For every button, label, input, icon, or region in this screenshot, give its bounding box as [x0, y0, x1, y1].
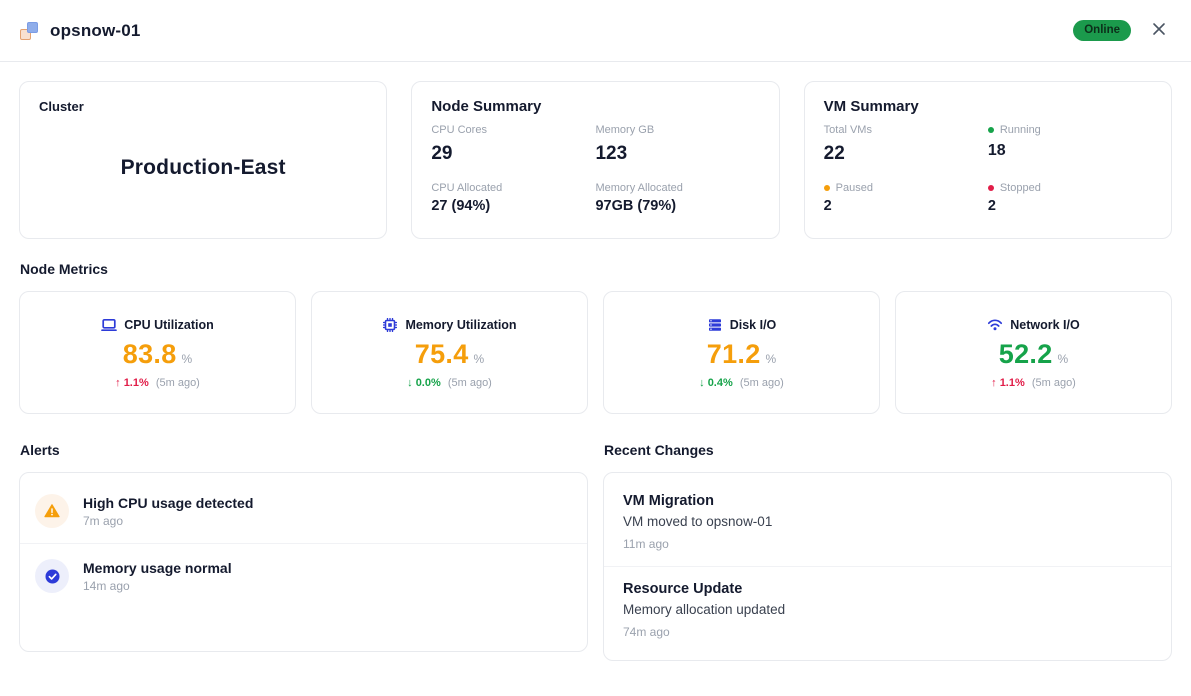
memory-chip-icon — [382, 317, 398, 333]
metric-unit: % — [1057, 351, 1069, 366]
metric-value: 71.2 — [706, 338, 761, 369]
alerts-card: High CPU usage detected 7m ago Memory us… — [19, 472, 588, 652]
metric-label: Network I/O — [1010, 317, 1080, 332]
alert-item-memory-normal: Memory usage normal 14m ago — [20, 543, 587, 608]
stat-running: Running 18 — [987, 124, 1152, 165]
stat-total-vms: Total VMs 22 — [824, 124, 988, 165]
change-item-resource-update: Resource Update Memory allocation update… — [604, 566, 1171, 654]
node-summary-card: Node Summary CPU Cores 29 Memory GB 123 … — [411, 81, 780, 239]
change-title: VM Migration — [623, 493, 715, 509]
metric-card-cpu-utilization: CPU Utilization 83.8 % ↑ 1.1% (5m ago) — [19, 291, 296, 414]
metric-label: Memory Utilization — [405, 317, 517, 332]
metric-unit: % — [181, 351, 193, 366]
close-button[interactable] — [1147, 19, 1171, 43]
cpu-monitor-icon — [101, 317, 118, 333]
change-description: Memory allocation updated — [623, 602, 786, 617]
change-time: 74m ago — [623, 625, 670, 639]
alert-time: 7m ago — [83, 513, 124, 528]
metric-label: Disk I/O — [729, 317, 777, 332]
metric-value: 52.2 — [998, 338, 1053, 369]
metric-card-memory-utilization: Memory Utilization 75.4 % ↓ 0.0% (5m ago… — [311, 291, 588, 414]
stat-value: 29 — [431, 143, 453, 164]
stat-label: Paused — [835, 182, 873, 194]
metric-trend: ↓ 0.0% — [407, 376, 441, 389]
change-time: 11m ago — [623, 537, 669, 551]
alert-item-high-cpu: High CPU usage detected 7m ago — [20, 479, 587, 543]
metric-card-network-io: Network I/O 52.2 % ↑ 1.1% (5m ago) — [895, 291, 1172, 414]
metric-trend: ↑ 1.1% — [115, 376, 149, 389]
stat-value: 18 — [987, 142, 1006, 159]
metric-time: (5m ago) — [447, 376, 492, 389]
stat-memory-gb: Memory GB 123 — [595, 124, 759, 165]
page-title: opsnow-01 — [50, 20, 141, 40]
stat-value: 22 — [823, 143, 845, 164]
stopped-status-dot — [987, 185, 994, 191]
paused-status-dot — [823, 185, 830, 191]
recent-changes-card: VM Migration VM moved to opsnow-01 11m a… — [603, 472, 1172, 661]
alert-time: 14m ago — [83, 578, 130, 593]
stat-label: Memory GB — [595, 124, 655, 136]
metric-unit: % — [765, 351, 777, 366]
warning-triangle-icon — [35, 494, 69, 528]
alerts-heading: Alerts — [20, 442, 60, 458]
metric-label: CPU Utilization — [124, 317, 214, 332]
cluster-name: Production-East — [120, 155, 286, 179]
change-item-vm-migration: VM Migration VM moved to opsnow-01 11m a… — [604, 479, 1171, 566]
metric-value: 75.4 — [414, 338, 469, 369]
trend-arrow-icon: ↑ — [115, 376, 121, 389]
trend-arrow-icon: ↑ — [991, 376, 997, 389]
recent-changes-section: Recent Changes VM Migration VM moved to … — [603, 420, 1172, 661]
recent-changes-heading: Recent Changes — [604, 442, 714, 458]
overlapping-squares-icon — [20, 21, 38, 40]
stat-label: Stopped — [999, 182, 1041, 194]
disk-stack-icon — [707, 317, 723, 333]
metric-time: (5m ago) — [155, 376, 200, 389]
stat-value: 2 — [987, 198, 996, 214]
stat-label: CPU Cores — [431, 124, 487, 136]
stat-value: 2 — [823, 198, 832, 214]
metric-unit: % — [473, 351, 485, 366]
running-status-dot — [987, 127, 994, 133]
close-icon — [1150, 20, 1168, 41]
trend-arrow-icon: ↓ — [699, 376, 705, 389]
alerts-section: Alerts High CPU usage detected 7m ago — [19, 420, 588, 652]
alert-title: High CPU usage detected — [83, 494, 254, 511]
metric-time: (5m ago) — [739, 376, 784, 389]
network-wifi-icon — [987, 317, 1003, 333]
change-title: Resource Update — [623, 581, 743, 597]
vm-summary-title: VM Summary — [823, 98, 919, 115]
metric-time: (5m ago) — [1031, 376, 1076, 389]
alert-title: Memory usage normal — [83, 559, 232, 576]
check-circle-icon — [35, 559, 69, 593]
cluster-card: Cluster Production-East — [19, 81, 388, 239]
stat-label: Running — [999, 124, 1041, 136]
metric-value: 83.8 — [122, 338, 177, 369]
stat-paused: Paused 2 — [823, 182, 988, 214]
stat-value: 27 (94%) — [431, 198, 491, 214]
stat-cpu-allocated: CPU Allocated 27 (94%) — [431, 182, 595, 214]
stat-value: 123 — [595, 143, 628, 164]
node-metrics-heading: Node Metrics — [20, 261, 108, 277]
stat-label: Memory Allocated — [595, 182, 683, 194]
stat-value: 97GB (79%) — [595, 198, 677, 214]
status-badge: Online — [1073, 19, 1131, 42]
metric-trend: ↓ 0.4% — [699, 376, 733, 389]
stat-label: CPU Allocated — [431, 182, 503, 194]
stat-label: Total VMs — [823, 124, 872, 136]
vm-summary-card: VM Summary Total VMs 22 Running 18 Pause… — [803, 81, 1172, 239]
metric-trend: ↑ 1.1% — [991, 376, 1025, 389]
metric-card-disk-io: Disk I/O 71.2 % ↓ 0.4% (5m ago) — [603, 291, 880, 414]
window-header: opsnow-01 Online — [0, 0, 1191, 62]
cluster-label: Cluster — [39, 99, 84, 114]
stat-stopped: Stopped 2 — [987, 182, 1152, 214]
stat-cpu-cores: CPU Cores 29 — [431, 124, 595, 165]
stat-memory-allocated: Memory Allocated 97GB (79%) — [595, 182, 759, 214]
trend-arrow-icon: ↓ — [407, 376, 413, 389]
change-description: VM moved to opsnow-01 — [623, 514, 773, 529]
node-summary-title: Node Summary — [431, 98, 542, 115]
